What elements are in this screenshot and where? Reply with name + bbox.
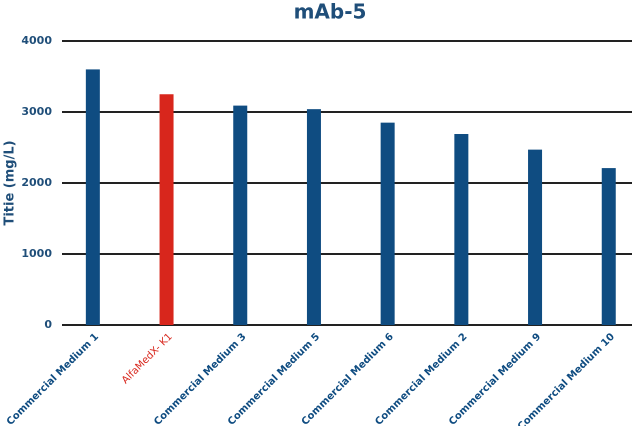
chart-title: mAb-5 bbox=[294, 0, 367, 24]
bar bbox=[601, 168, 616, 325]
bar bbox=[306, 109, 321, 325]
bar bbox=[454, 134, 469, 325]
y-axis-label: Titie (mg/L) bbox=[3, 140, 18, 225]
bar bbox=[380, 122, 395, 326]
y-tick-label: 3000 bbox=[21, 105, 52, 118]
bar bbox=[233, 105, 248, 325]
bar bbox=[85, 69, 100, 326]
y-tick-label: 4000 bbox=[21, 34, 52, 47]
y-tick-label: 0 bbox=[44, 318, 52, 331]
bar bbox=[528, 149, 543, 325]
x-tick-label: Commercial Medium 1 bbox=[5, 331, 101, 426]
y-tick-label: 2000 bbox=[21, 176, 52, 189]
y-tick-label: 1000 bbox=[21, 247, 52, 260]
bar bbox=[159, 94, 174, 325]
x-tick-label: AlfaMedX- K1 bbox=[120, 331, 175, 386]
